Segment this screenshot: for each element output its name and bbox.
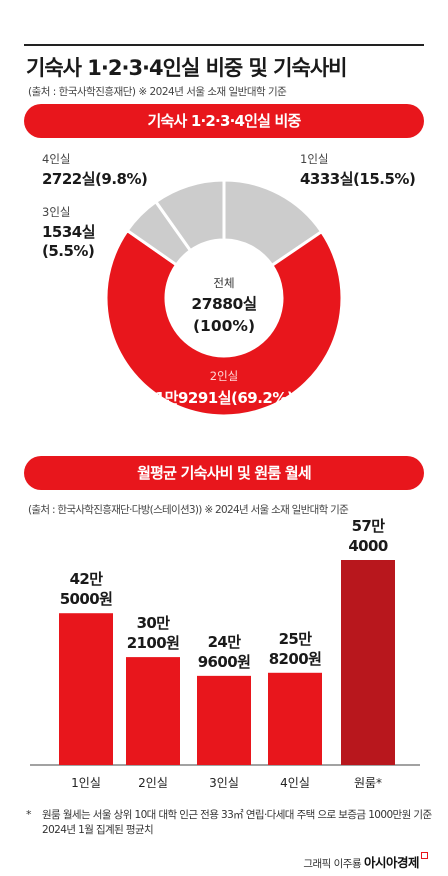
slice-value-4: 2722실(9.8%)	[42, 170, 147, 188]
slice-value-2: 1만9291실(69.2%)	[155, 389, 294, 407]
page-title: 기숙사 1·2·3·4인실 비중 및 기숙사비	[26, 56, 347, 80]
slice-value-1: 4333실(15.5%)	[300, 170, 415, 188]
section2-title-bar: 월평균 기숙사비 및 원룸 월세	[24, 456, 424, 490]
source-note: (출처 : 한국사학진흥재단) ※ 2024년 서울 소재 일반대학 기준	[28, 86, 287, 98]
slice-value-3: 1534실	[42, 223, 95, 241]
brand-logo: 아시아경제	[363, 855, 420, 870]
brand-mark-icon	[421, 852, 428, 859]
slice-percent-3: (5.5%)	[42, 242, 94, 260]
footnote: 원룸 월세는 서울 상위 10대 대학 인근 전용 33㎡ 연립·다세대 주택 …	[42, 809, 432, 836]
slice-name-2: 2인실	[210, 369, 238, 383]
donut-slice-2	[104, 228, 344, 418]
center-total: 27880실	[191, 295, 256, 313]
section1-title-bar: 기숙사 1·2·3·4인실 비중	[24, 104, 424, 138]
footnote-marker: *	[26, 808, 32, 821]
section2-source-note: (출처 : 한국사학진흥재단·다방(스테이션3)) ※ 2024년 서울 소재 …	[28, 504, 349, 516]
top-rule	[24, 44, 424, 46]
credit: 그래픽 이주룡 아시아경제	[303, 852, 428, 871]
slice-name-1: 1인실	[300, 152, 328, 166]
donut-slice-4	[153, 178, 226, 253]
slice-name-3: 3인실	[42, 205, 70, 219]
slice-name-4: 4인실	[42, 152, 70, 166]
center-caption: 전체	[213, 276, 234, 290]
center-percent: (100%)	[193, 317, 255, 335]
credit-prefix: 그래픽 이주룡	[303, 858, 362, 870]
